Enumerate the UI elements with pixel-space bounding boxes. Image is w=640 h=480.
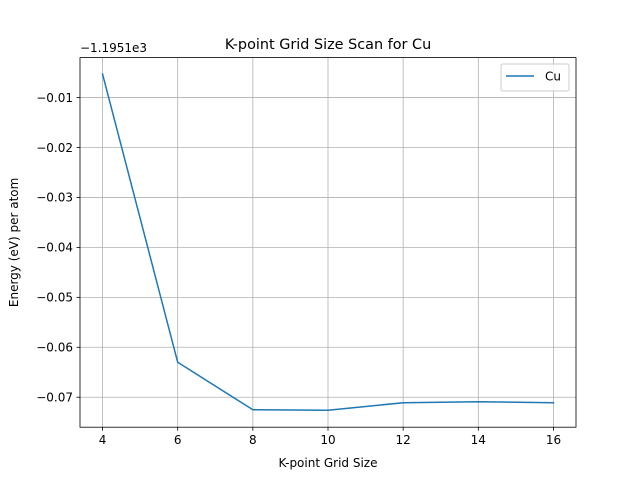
y-tick-label: −0.05	[36, 291, 73, 305]
x-axis-label: K-point Grid Size	[279, 456, 378, 470]
series-line-cu	[101, 73, 555, 411]
x-tick-label: 10	[320, 433, 335, 447]
y-axis-label: Energy (eV) per atom	[7, 178, 21, 307]
legend-label-cu: Cu	[545, 70, 561, 84]
legend: Cu	[500, 63, 570, 92]
y-tick-label: −0.07	[36, 391, 73, 405]
y-tick-label: −0.01	[36, 91, 73, 105]
series-lines	[101, 73, 555, 411]
y-tick-label: −0.06	[36, 341, 73, 355]
legend-box	[500, 63, 570, 92]
x-tick-label: 16	[546, 433, 561, 447]
x-tick-label: 8	[249, 433, 257, 447]
chart-title: K-point Grid Size Scan for Cu	[225, 37, 431, 53]
y-axis-offset-label: −1.1951e3	[80, 41, 147, 55]
x-tick-label: 14	[471, 433, 486, 447]
grid-lines	[80, 57, 576, 428]
y-axis-ticks: −0.01 −0.02 −0.03 −0.04 −0.05 −0.06 −0.07	[36, 91, 80, 405]
y-tick-label: −0.03	[36, 191, 73, 205]
y-tick-label: −0.02	[36, 141, 73, 155]
x-tick-label: 4	[99, 433, 107, 447]
x-axis-ticks: 4 6 8 10 12 14 16	[99, 427, 561, 447]
y-tick-label: −0.04	[36, 241, 73, 255]
x-tick-label: 6	[174, 433, 182, 447]
x-tick-label: 12	[396, 433, 411, 447]
